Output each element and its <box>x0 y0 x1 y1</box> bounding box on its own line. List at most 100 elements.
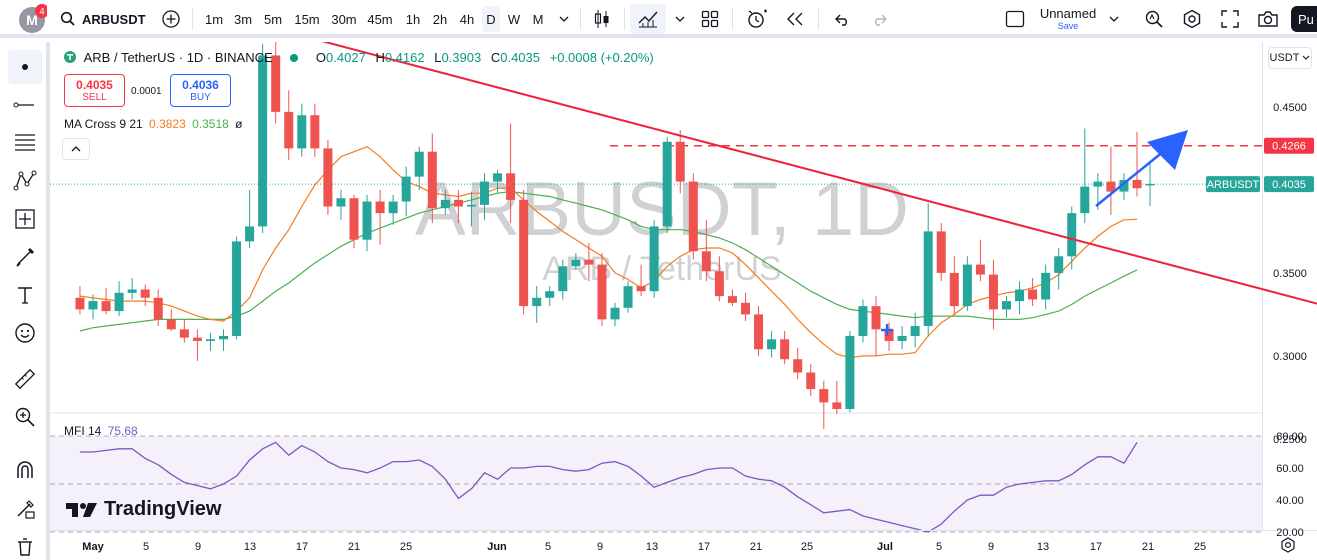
candle-body <box>532 297 542 307</box>
symbol-search-button[interactable]: ARBUSDT <box>60 0 155 38</box>
fullscreen-icon <box>1221 10 1239 28</box>
text-tool[interactable] <box>8 278 42 312</box>
interval-button[interactable]: 45m <box>367 11 393 27</box>
price-tick-label: 0.2500 <box>1273 434 1307 446</box>
candle-body <box>988 274 998 310</box>
candle-body <box>1041 272 1051 300</box>
interval-button[interactable]: 1h <box>405 11 421 27</box>
alarm-clock-icon <box>748 9 767 28</box>
price-axis[interactable]: 0.55000.45000.35000.30000.25000.50500.42… <box>1206 42 1314 539</box>
intervals-dropdown[interactable] <box>554 0 574 38</box>
remove-drawings-tool[interactable] <box>8 530 42 560</box>
magnet-tool[interactable] <box>8 454 42 488</box>
candle-body <box>284 111 294 149</box>
user-menu-button[interactable]: M 4 <box>10 0 54 38</box>
high-value: 0.4162 <box>384 50 425 65</box>
collapse-legend-button[interactable] <box>62 138 90 160</box>
indicators-button[interactable] <box>630 4 666 34</box>
compare-symbol-button[interactable] <box>158 0 184 38</box>
alert-button[interactable] <box>742 0 772 38</box>
brush-tool[interactable] <box>8 240 42 274</box>
interval-button[interactable]: 3m <box>233 11 253 27</box>
candle-body <box>610 307 620 320</box>
time-tick-label: 13 <box>244 541 256 553</box>
mfi-title: MFI 14 <box>64 424 102 438</box>
sell-label: SELL <box>82 92 107 103</box>
candle-body <box>427 151 437 209</box>
layout-dropdown[interactable] <box>1104 0 1124 38</box>
interval-button[interactable]: W <box>507 11 521 27</box>
candle-body <box>140 289 150 298</box>
candle-body <box>323 148 333 207</box>
indicators-dropdown[interactable] <box>670 0 690 38</box>
candle-body <box>1093 181 1103 187</box>
fullscreen-button[interactable] <box>1216 0 1244 38</box>
replay-button[interactable] <box>780 0 810 38</box>
avatar: M 4 <box>19 4 47 33</box>
trendline-tool[interactable] <box>8 88 42 122</box>
undo-icon <box>835 14 847 26</box>
publish-button[interactable]: Pu <box>1291 6 1317 32</box>
settings-button[interactable] <box>1178 0 1206 38</box>
time-axis[interactable]: May 5 9 13 17 21 25 Jun 5 9 13 17 21 25 Jul 5 9 13 17 21 25 <box>82 541 1206 553</box>
interval-button[interactable]: 5m <box>263 11 283 27</box>
price-tick-label: 0.3000 <box>1273 351 1307 363</box>
quick-search-button[interactable] <box>1140 0 1168 38</box>
templates-button[interactable] <box>696 0 724 38</box>
candle-body <box>975 264 985 275</box>
redo-button[interactable] <box>866 0 894 38</box>
time-tick-label: Jul <box>877 541 893 553</box>
low-value: 0.3903 <box>441 50 482 65</box>
candle-body <box>101 301 111 312</box>
time-tick-label: 17 <box>296 541 308 553</box>
time-tick-label: Jun <box>487 541 507 553</box>
fib-tool[interactable] <box>8 126 42 160</box>
layout-name-button[interactable]: Unnamed Save <box>1034 0 1102 38</box>
interval-button[interactable]: 1m <box>204 11 224 27</box>
interval-button[interactable]: D <box>482 6 500 32</box>
candle-body <box>1054 256 1064 273</box>
snapshot-button[interactable] <box>1254 0 1282 38</box>
lock-drawings-tool[interactable] <box>8 492 42 526</box>
time-tick-label: 5 <box>545 541 551 553</box>
candle-body <box>675 141 685 182</box>
candle-body <box>910 326 920 336</box>
layout-toggle[interactable] <box>1002 0 1028 38</box>
forecast-tool[interactable] <box>8 202 42 236</box>
candle-body <box>949 272 959 307</box>
time-tick-label: 13 <box>1037 541 1049 553</box>
buy-button[interactable]: 0.4036 BUY <box>170 74 231 107</box>
interval-button[interactable]: 4h <box>459 11 475 27</box>
text-icon <box>18 287 32 304</box>
candle-body <box>871 306 881 330</box>
emoji-tool[interactable] <box>8 316 42 350</box>
toolbar-divider <box>818 8 819 30</box>
symbol-badge-label: ARBUSDT <box>1207 179 1260 191</box>
time-tick-label: 21 <box>1142 541 1154 553</box>
zoom-tool[interactable] <box>8 400 42 434</box>
interval-button[interactable]: 2h <box>432 11 448 27</box>
candle-body <box>375 201 385 214</box>
arrow-head <box>1147 130 1188 170</box>
chart-type-button[interactable] <box>588 0 616 38</box>
sell-button[interactable]: 0.4035 SELL <box>64 74 125 107</box>
time-tick-label: 5 <box>143 541 149 553</box>
top-toolbar: M 4 ARBUSDT 1m 3m 5m 15m 30m 45m 1h 2h 4h D W M <box>0 0 1317 38</box>
measure-tool[interactable] <box>8 362 42 396</box>
cursor-tool[interactable] <box>8 50 42 84</box>
candle-body <box>1132 179 1142 189</box>
pattern-tool[interactable] <box>8 164 42 198</box>
candle-body <box>480 181 489 205</box>
undo-button[interactable] <box>828 0 856 38</box>
change-value: +0.0008 (+0.20%) <box>549 50 654 65</box>
currency-button[interactable]: USDT <box>1268 47 1312 69</box>
candle-body <box>297 115 307 149</box>
interval-button[interactable]: M <box>532 11 544 27</box>
chart-area[interactable]: ARBUSDT, 1D ARB / TetherUS 0.55000.45000… <box>50 42 1317 560</box>
time-tick-label: 9 <box>195 541 201 553</box>
chart-settings-button[interactable] <box>1280 537 1296 558</box>
candle-body <box>597 264 607 320</box>
interval-button[interactable]: 30m <box>331 11 357 27</box>
candle-body <box>127 289 137 293</box>
interval-button[interactable]: 15m <box>294 11 320 27</box>
